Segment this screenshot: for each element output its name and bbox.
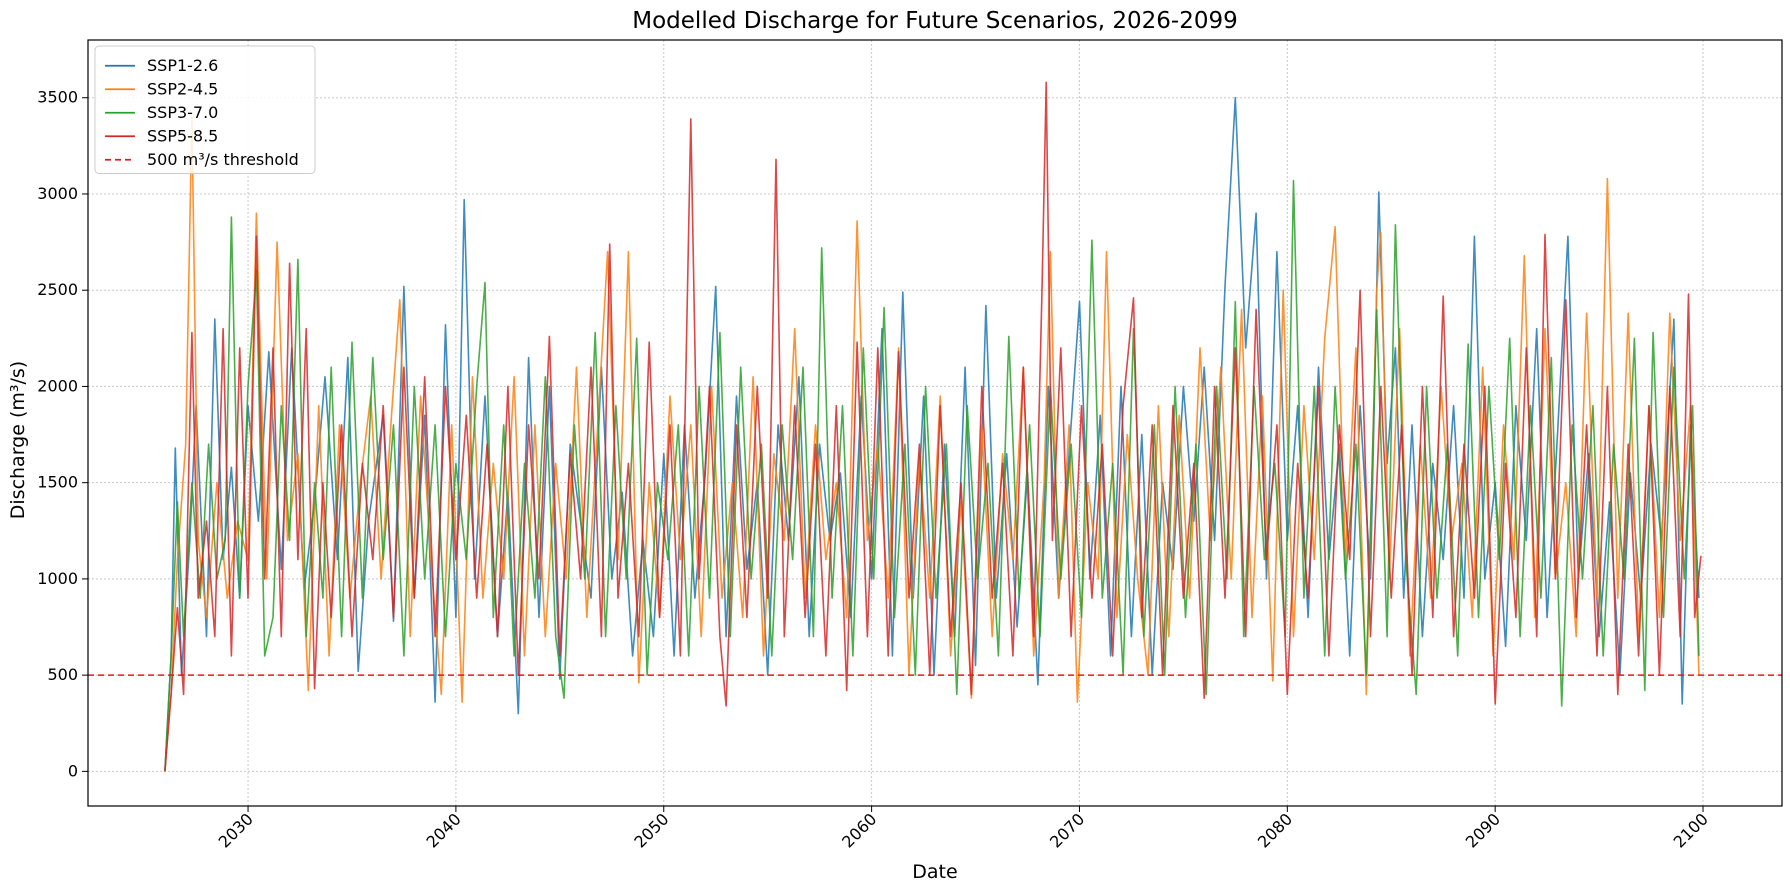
x-tick-label: 2080: [1254, 809, 1296, 851]
x-tick-label: 2090: [1462, 809, 1504, 851]
grid-lines: [88, 40, 1782, 806]
y-tick-label: 3000: [37, 184, 78, 203]
y-tick-label: 3500: [37, 88, 78, 107]
y-tick-label: 0: [68, 761, 78, 780]
chart-title: Modelled Discharge for Future Scenarios,…: [632, 8, 1237, 34]
legend-entry-label: 500 m³/s threshold: [147, 150, 299, 169]
series-lines: [164, 81, 1702, 772]
y-tick-label: 2000: [37, 376, 78, 395]
x-axis-ticks: 2030 2040 2050 2060 2070 2080 2090 2100: [215, 806, 1712, 852]
x-tick-label: 2060: [838, 809, 880, 851]
y-axis-label: Discharge (m³/s): [7, 361, 29, 519]
legend-box: [94, 45, 316, 174]
legend-entry-label: SSP3-7.0: [147, 103, 218, 122]
x-tick-label: 2040: [423, 809, 465, 851]
y-tick-label: 1000: [37, 569, 78, 588]
x-axis-label: Date: [912, 861, 957, 883]
series-line-ssp5-8-5: [164, 81, 1702, 772]
legend-entry-label: SSP1-2.6: [147, 56, 218, 75]
y-tick-label: 1500: [37, 473, 78, 492]
legend-entry-label: SSP2-4.5: [147, 79, 218, 98]
plot-area-frame: [87, 39, 1783, 807]
y-axis-ticks: 0 500 1000 1500 2000 2500 3000 3500: [37, 88, 88, 780]
y-tick-label: 2500: [37, 280, 78, 299]
x-tick-label: 2030: [215, 809, 257, 851]
series-line-ssp1-2-6: [164, 96, 1700, 772]
x-tick-label: 2070: [1046, 809, 1088, 851]
x-tick-label: 2100: [1670, 809, 1712, 851]
y-tick-label: 500: [47, 665, 78, 684]
legend[interactable]: SSP1-2.6 SSP2-4.5 SSP3-7.0 SSP5-8.5 500 m³/s…: [94, 45, 316, 174]
x-tick-label: 2050: [630, 809, 672, 851]
series-line-ssp3-7-0: [164, 179, 1700, 772]
legend-entry-label: SSP5-8.5: [147, 126, 218, 145]
